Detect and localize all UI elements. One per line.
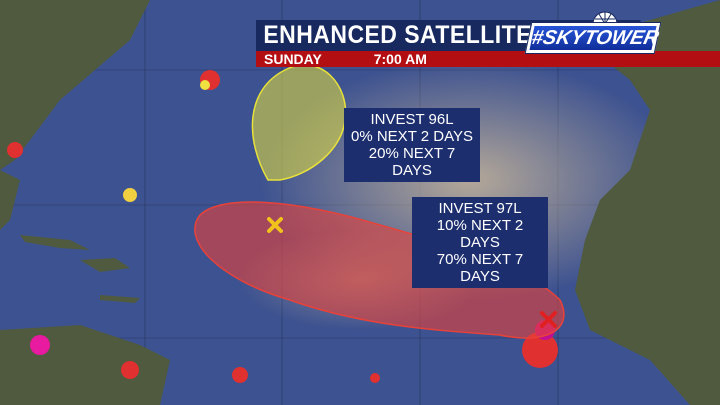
- date-bar: SUNDAY 7:00 AM: [256, 51, 720, 67]
- invest-97l-x-icon: [540, 311, 557, 328]
- time-label: 7:00 AM: [373, 51, 427, 67]
- invest-97l-label: INVEST 97L 10% NEXT 2 DAYS 70% NEXT 7 DA…: [412, 197, 548, 288]
- system-name: INVEST 96L: [370, 111, 454, 128]
- invest-96l-x-icon: [267, 217, 283, 233]
- seven-day-chance: 70% NEXT 7 DAYS: [436, 251, 524, 285]
- system-name: INVEST 97L: [438, 200, 522, 217]
- tower-icon: [592, 11, 618, 24]
- day-label: SUNDAY: [264, 51, 322, 67]
- invest-96l-cone: [251, 64, 347, 181]
- invest-96l-label: INVEST 96L 0% NEXT 2 DAYS 20% NEXT 7 DAY…: [344, 108, 480, 182]
- two-day-chance: 10% NEXT 2 DAYS: [436, 217, 524, 251]
- seven-day-chance: 20% NEXT 7 DAYS: [368, 145, 456, 179]
- invest-97l-cone: [194, 201, 565, 339]
- cloud-cover: [7, 70, 558, 383]
- skytower-logo: #SKYTOWER: [524, 22, 662, 54]
- two-day-chance: 0% NEXT 2 DAYS: [351, 128, 473, 145]
